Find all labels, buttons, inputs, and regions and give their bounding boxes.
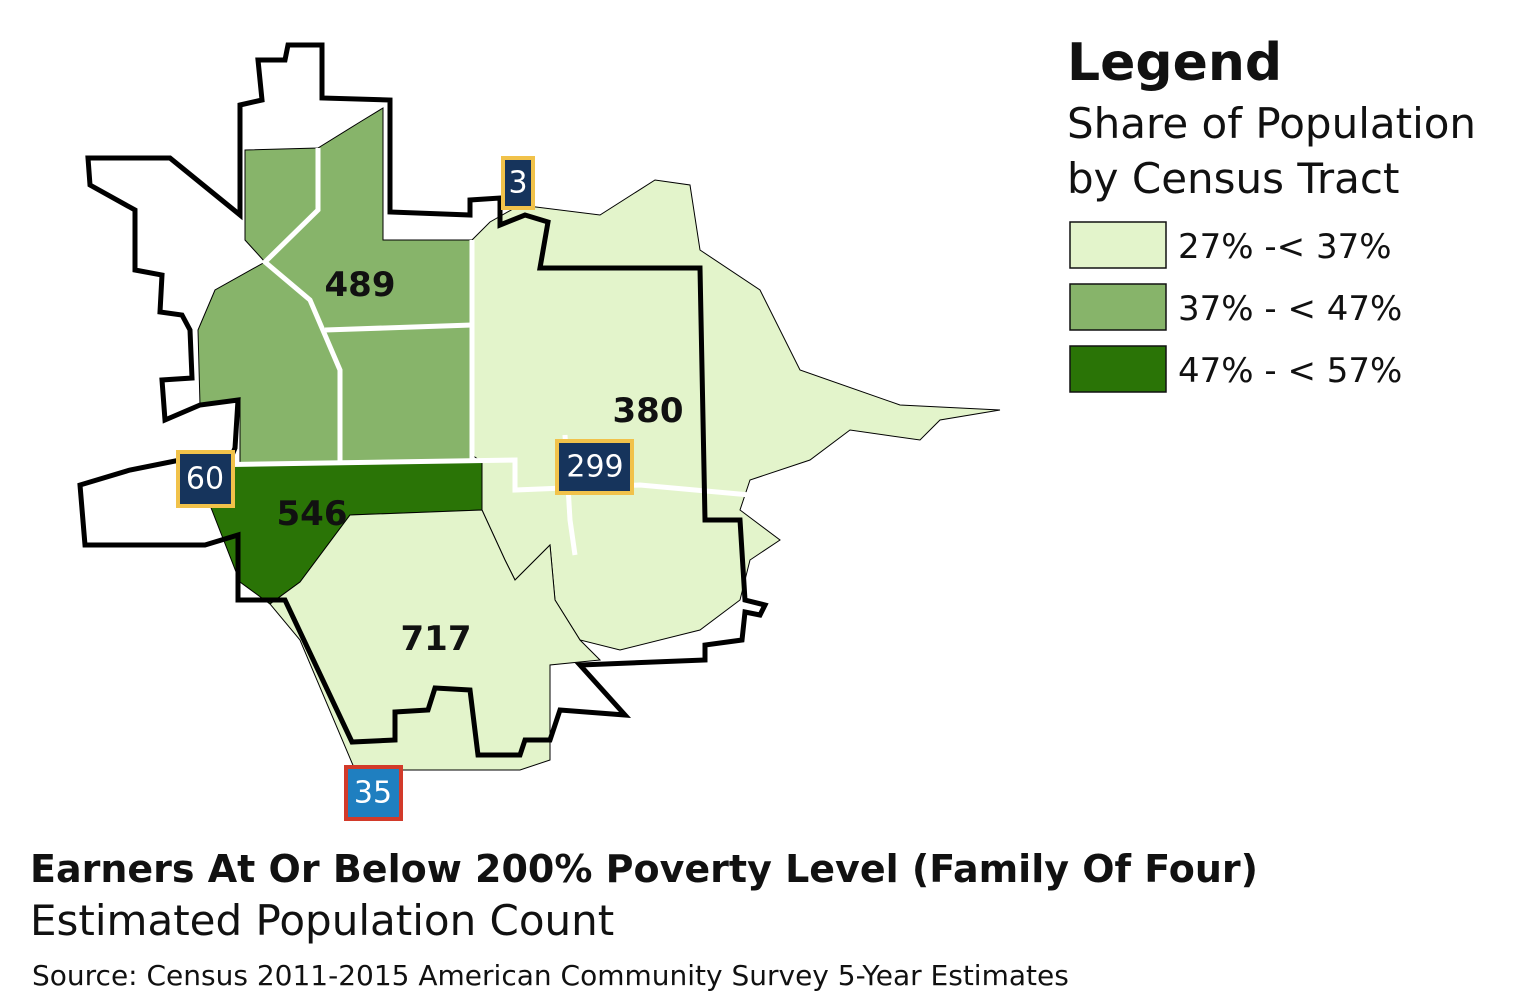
legend-swatch	[1069, 283, 1167, 331]
road	[261, 148, 343, 462]
road	[324, 322, 473, 333]
tract-label: 717	[401, 619, 472, 659]
shield-label: 299	[566, 450, 623, 485]
shield-label: 3	[508, 166, 527, 201]
legend-swatch	[1069, 345, 1167, 393]
shield-label: 60	[186, 462, 224, 497]
footer-source: Source: Census 2011-2015 American Commun…	[32, 959, 1069, 992]
tract-area	[269, 509, 602, 771]
road	[199, 457, 751, 498]
legend-subtitle: Share of Population	[1067, 99, 1476, 148]
legend-swatch	[1069, 221, 1167, 269]
legend-items: 27% -< 37% 37% - < 47% 47% - < 57%	[1069, 221, 1402, 393]
shield	[344, 765, 403, 821]
legend-label: 37% - < 47%	[1178, 289, 1402, 329]
legend-label: 47% - < 57%	[1178, 351, 1402, 391]
footer-subtitle: Estimated Population Count	[30, 896, 614, 945]
tract-labels: 489 380 546 717	[277, 265, 684, 659]
shield	[555, 439, 634, 495]
legend: Legend Share of Population by Census Tra…	[1067, 33, 1476, 393]
city-boundary	[77, 42, 769, 758]
legend-label: 27% -< 37%	[1178, 227, 1392, 267]
tract-label: 489	[325, 265, 396, 305]
tracts	[197, 107, 1001, 771]
shield	[176, 450, 235, 508]
tract-label: 546	[277, 494, 348, 534]
shields: 3 60 299 35	[176, 156, 634, 821]
tract-label: 380	[613, 391, 684, 431]
legend-subtitle: by Census Tract	[1067, 154, 1399, 203]
shield	[501, 156, 535, 210]
legend-title: Legend	[1067, 33, 1282, 93]
shield-label: 35	[354, 776, 392, 811]
footer-title: Earners At Or Below 200% Poverty Level (…	[30, 847, 1258, 891]
